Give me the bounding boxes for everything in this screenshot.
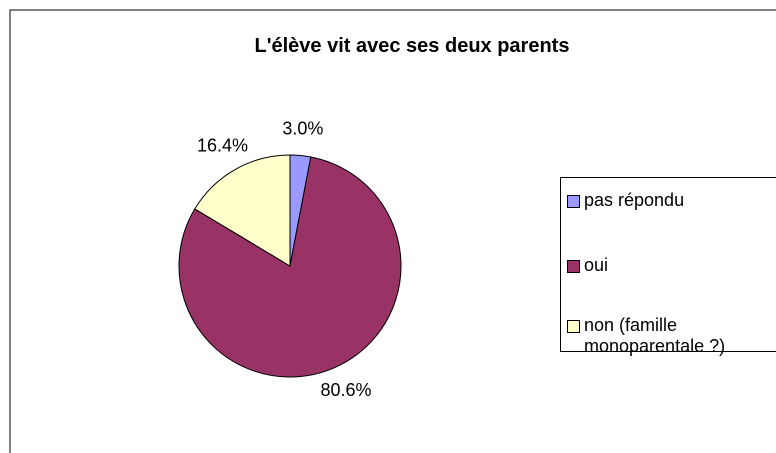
pie-slice <box>178 156 402 378</box>
chart-title: L'élève vit avec ses deux parents <box>255 35 570 57</box>
legend-swatch <box>567 320 580 333</box>
pie-slice <box>194 154 291 267</box>
legend-item: pas répondu <box>567 190 774 211</box>
legend-label: pas répondu <box>584 190 685 210</box>
data-label: 16.4% <box>197 136 248 156</box>
data-label: 3.0% <box>282 118 323 138</box>
legend-item: non (famille monoparentale ?) <box>567 315 774 357</box>
legend-swatch <box>567 260 580 273</box>
legend-label: non (famille monoparentale ?) <box>584 315 726 356</box>
legend-swatch <box>567 195 580 208</box>
data-label: 80.6% <box>320 380 371 400</box>
legend-item: oui <box>567 255 774 276</box>
legend: pas répondu oui non (famille monoparentale… <box>560 177 776 356</box>
legend-label: oui <box>584 255 609 275</box>
